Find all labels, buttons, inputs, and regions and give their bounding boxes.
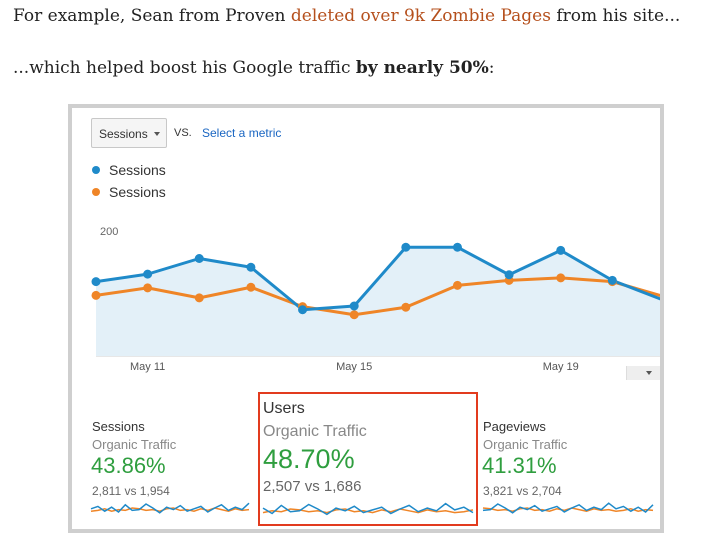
legend-label: Sessions [109, 184, 166, 200]
select-metric-link[interactable]: Select a metric [202, 126, 282, 140]
sparkline-series [262, 502, 474, 516]
chart-collapse-toggle[interactable] [626, 366, 660, 380]
legend-dot-icon [92, 166, 100, 175]
data-point[interactable] [556, 273, 566, 283]
intro-text: ...which helped boost his Google traffic [13, 58, 356, 78]
metric-dropdown-value: Sessions [99, 127, 148, 141]
intro-text: from his site... [550, 6, 681, 26]
zombie-pages-link[interactable]: deleted over 9k Zombie Pages [290, 6, 551, 26]
data-point[interactable] [452, 280, 462, 290]
data-point[interactable] [91, 277, 101, 287]
legend-item: Sessions [92, 184, 166, 200]
chevron-down-icon [646, 371, 652, 375]
intro-paragraph-1: For example, Sean from Proven deleted ov… [13, 6, 680, 26]
card-title: Sessions [92, 419, 145, 434]
y-tick-label: 200 [100, 226, 118, 238]
data-point[interactable] [91, 290, 101, 300]
card-segment: Organic Traffic [263, 423, 367, 440]
card-segment: Organic Traffic [92, 437, 177, 452]
data-point[interactable] [194, 293, 204, 303]
card-compare: 3,821 vs 2,704 [483, 484, 562, 498]
data-point[interactable] [143, 283, 153, 293]
x-tick-label: May 15 [336, 361, 372, 373]
users-metric-card[interactable]: Users Organic Traffic 48.70% 2,507 vs 1,… [258, 392, 478, 526]
data-point[interactable] [246, 262, 256, 272]
x-tick-label: May 11 [130, 361, 165, 373]
data-point[interactable] [349, 310, 359, 320]
data-point[interactable] [401, 302, 411, 312]
data-point[interactable] [607, 275, 617, 285]
legend-label: Sessions [109, 162, 166, 178]
chevron-down-icon [154, 132, 160, 136]
series-line [95, 276, 660, 317]
intro-bold-text: by nearly 50% [355, 58, 489, 78]
vs-label: VS. [174, 127, 192, 139]
sparkline-series [482, 502, 654, 514]
card-percent: 43.86% [91, 453, 166, 478]
analytics-screenshot: Sessions VS. Select a metric Sessions Se… [68, 104, 664, 533]
data-point[interactable] [504, 270, 514, 280]
data-point[interactable] [556, 245, 566, 255]
card-title: Pageviews [483, 419, 546, 434]
card-title: Users [263, 400, 305, 417]
card-compare: 2,507 vs 1,686 [263, 478, 362, 495]
sparkline [90, 502, 250, 514]
series-area-fill [96, 247, 660, 356]
data-point[interactable] [143, 269, 153, 279]
data-point[interactable] [401, 242, 411, 252]
data-point[interactable] [298, 305, 308, 315]
sparkline [482, 502, 654, 514]
sessions-metric-card[interactable]: Sessions Organic Traffic 43.86% 2,811 vs… [78, 392, 254, 526]
sparkline-series [90, 502, 250, 514]
data-point[interactable] [349, 301, 359, 311]
data-point[interactable] [246, 282, 256, 292]
series-line [95, 245, 660, 312]
intro-paragraph-2: ...which helped boost his Google traffic… [13, 58, 495, 78]
card-segment: Organic Traffic [483, 437, 568, 452]
sparkline [262, 502, 474, 516]
legend-item: Sessions [92, 162, 166, 178]
x-tick-label: May 19 [543, 361, 579, 373]
legend-dot-icon [92, 188, 100, 197]
intro-text: For example, Sean from Proven [13, 6, 291, 26]
metric-dropdown[interactable]: Sessions [91, 118, 167, 148]
card-percent: 41.31% [482, 453, 557, 478]
card-compare: 2,811 vs 1,954 [92, 484, 170, 498]
card-percent: 48.70% [263, 444, 355, 474]
data-point[interactable] [194, 254, 204, 263]
pageviews-metric-card[interactable]: Pageviews Organic Traffic 41.31% 3,821 v… [480, 392, 660, 526]
intro-text: : [488, 58, 495, 78]
data-point[interactable] [452, 242, 462, 252]
